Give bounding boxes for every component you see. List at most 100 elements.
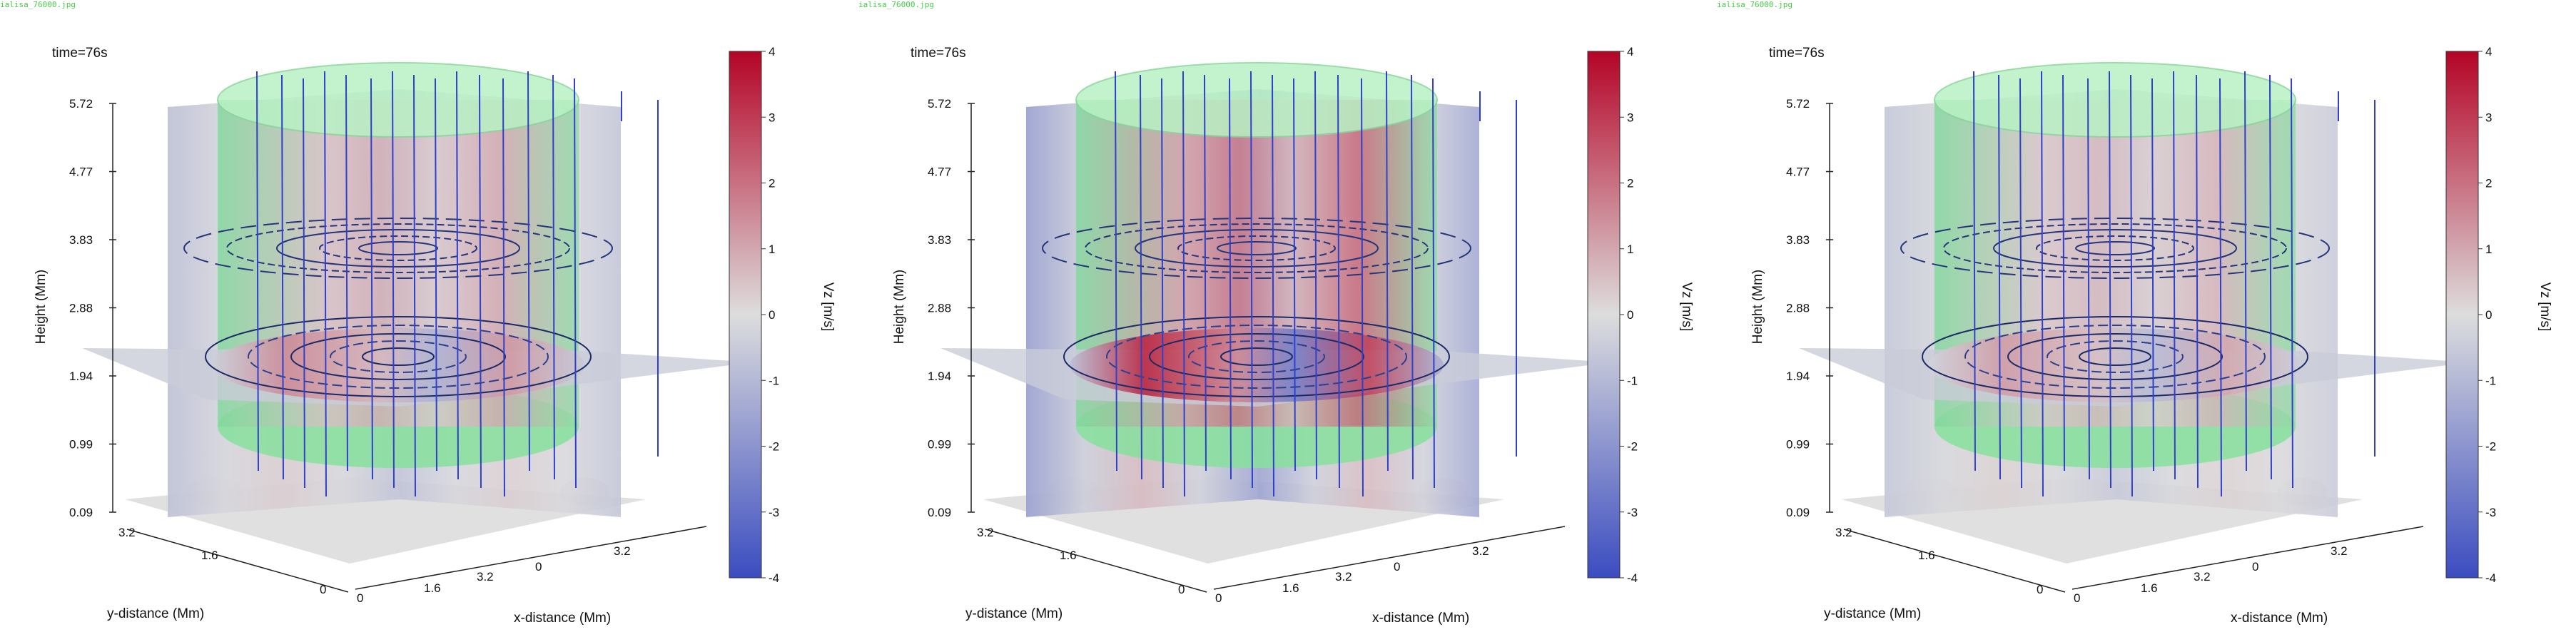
contour-ring-lower — [362, 347, 435, 366]
z-tick-label: 4.77 — [1786, 165, 1810, 179]
contour-ring-lower — [1063, 316, 1450, 397]
time-label: time=76s — [911, 46, 966, 61]
colorbar-tick-label: 1 — [2485, 243, 2492, 256]
x-axis-line — [2072, 526, 2424, 590]
x-tick-label: 1.6 — [424, 581, 441, 595]
field-line — [413, 74, 416, 497]
colorbar-tick-label: 3 — [2485, 111, 2492, 124]
z-tick-label: 0.09 — [928, 506, 951, 519]
contour-ring-lower — [248, 325, 549, 389]
field-line — [479, 74, 482, 489]
colorbar-tick-label: -2 — [769, 440, 779, 454]
y-axis-label: y-distance (Mm) — [1824, 606, 1922, 621]
y-axis-line — [1843, 529, 2066, 593]
z-tick-label: 1.94 — [1786, 370, 1810, 383]
field-line — [2062, 74, 2065, 472]
cylinder-top — [1934, 62, 2296, 138]
colorbar-tick-label: -3 — [2485, 506, 2496, 519]
z-tick-label: 0.99 — [69, 438, 93, 452]
y-axis-label: y-distance (Mm) — [107, 606, 205, 621]
colorbar-tick-label: 0 — [1627, 308, 1633, 322]
colorbar-tick-label: -1 — [2485, 374, 2496, 387]
colorbar-tick-label: -4 — [1627, 571, 1638, 585]
y-tick-label: 0 — [320, 583, 326, 596]
y-tick-label: 3.2 — [1835, 526, 1852, 539]
contour-ring-upper — [2075, 241, 2155, 255]
contour-ring-lower — [1922, 316, 2308, 397]
colorbar-tick-label: -2 — [1627, 440, 1638, 454]
colorbar-tick-label: -1 — [769, 374, 779, 387]
field-line — [2041, 71, 2044, 497]
colorbar — [2445, 51, 2479, 579]
field-line — [281, 74, 284, 480]
field-line — [1293, 78, 1296, 472]
field-line — [1411, 74, 1414, 480]
y-tick-label: 1.6 — [201, 549, 218, 562]
field-line — [1272, 74, 1274, 497]
z-tick-label: 5.72 — [928, 97, 951, 111]
y-tick-label: 3.2 — [977, 526, 994, 539]
field-line — [1250, 71, 1253, 489]
cylinder-top — [217, 62, 579, 138]
y-axis-line — [985, 529, 1207, 593]
field-line — [1204, 74, 1207, 472]
field-line — [1998, 74, 2001, 480]
x-tick-label: 1.6 — [1282, 581, 1299, 595]
x-axis-label: x-distance (Mm) — [1372, 611, 1470, 626]
filename-label: ialisa_76000.jpg — [1717, 0, 1792, 9]
x-axis-label: x-distance (Mm) — [2231, 611, 2328, 626]
z-tick-label: 0.99 — [928, 438, 951, 452]
contour-ring-upper — [1943, 223, 2287, 273]
field-line — [2219, 78, 2222, 497]
y-tick-label: 0 — [2037, 583, 2043, 596]
z-tick-label: 2.88 — [69, 302, 93, 315]
colorbar-tick-label: 0 — [2485, 308, 2492, 322]
colorbar-tick-label: -2 — [2485, 440, 2496, 454]
contour-ring-upper — [1177, 235, 1336, 261]
contour-ring-lower — [2079, 347, 2151, 366]
colorbar-tick-label: 2 — [1627, 177, 1633, 190]
contour-ring-upper — [1085, 223, 1429, 273]
field-line — [1115, 71, 1117, 472]
y-axis-line — [126, 529, 349, 593]
z-tick-label: 4.77 — [928, 165, 951, 179]
colorbar-tick-label: -4 — [2485, 571, 2496, 585]
cylinder-top — [1075, 62, 1438, 138]
field-line — [2196, 74, 2199, 489]
y-tick-label: 1.6 — [1060, 549, 1077, 562]
contour-ring-lower — [2047, 340, 2184, 373]
field-line — [502, 78, 505, 497]
colorbar — [1587, 51, 1621, 579]
colorbar-tick-label: 3 — [769, 111, 775, 124]
field-line — [345, 74, 348, 472]
y-tick-label: 0 — [1178, 583, 1185, 596]
filename-label: ialisa_76000.jpg — [0, 0, 76, 9]
colorbar — [729, 51, 762, 579]
field-line — [435, 78, 437, 472]
field-line — [2087, 78, 2090, 480]
contour-ring-lower — [1149, 333, 1364, 380]
z-tick-label: 5.72 — [1786, 97, 1810, 111]
x-tick-label: 0 — [535, 560, 542, 574]
field-line — [574, 78, 577, 489]
field-line — [527, 71, 530, 472]
colorbar-tick-label: 2 — [2485, 177, 2492, 190]
contour-ring-lower — [330, 340, 467, 373]
colorbar-tick-label: -3 — [1627, 506, 1638, 519]
x-tick-label: 3.2 — [1335, 570, 1352, 584]
y-axis-label: y-distance (Mm) — [965, 606, 1063, 621]
contour-ring-lower — [1188, 340, 1325, 373]
field-line — [303, 78, 305, 489]
z-tick-label: 1.94 — [69, 370, 93, 383]
y-tick-label: 3.2 — [118, 526, 136, 539]
colorbar-tick-label: 4 — [769, 45, 775, 58]
contour-ring-lower — [1106, 325, 1407, 389]
plot-svg: 0.09 0.99 1.94 2.88 3.83 4.77 5.72 0 1.6 3.2 0 1.6 3… — [1786, 45, 2496, 605]
contour-ring-upper — [358, 241, 438, 255]
z-tick-label: 0.09 — [69, 506, 93, 519]
contour-ring-upper — [1042, 218, 1471, 279]
field-line — [256, 71, 259, 472]
field-line — [2291, 78, 2293, 489]
z-tick-label: 3.83 — [1786, 233, 1810, 247]
contour-ring-lower — [1220, 347, 1293, 366]
